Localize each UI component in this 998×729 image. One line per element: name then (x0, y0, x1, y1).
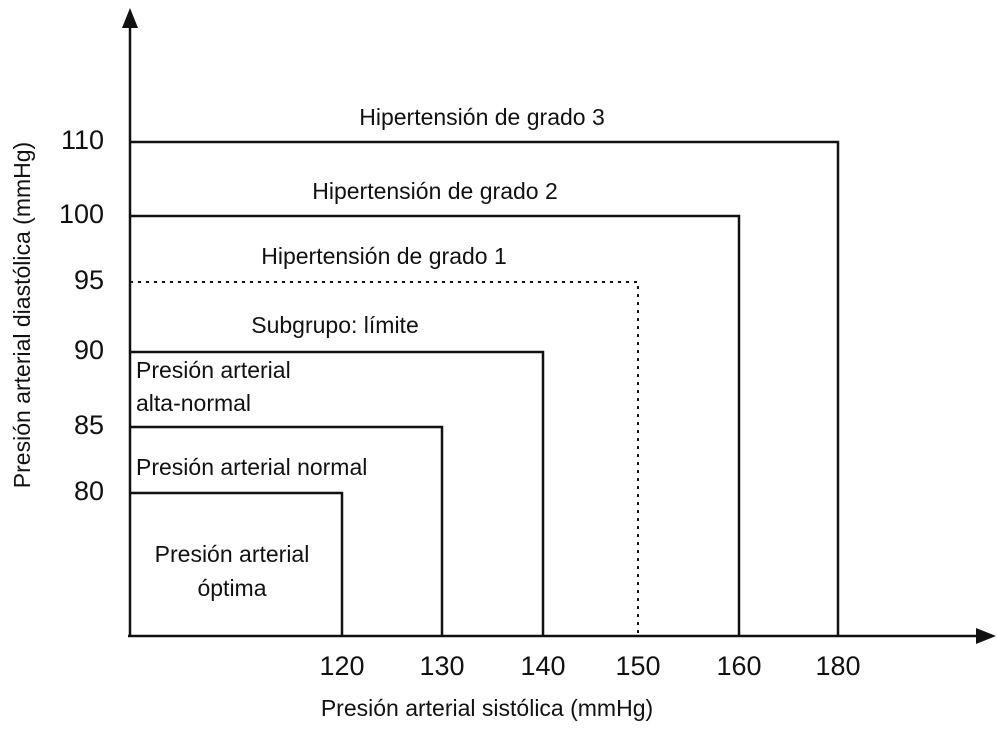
y-tick-label: 85 (74, 410, 104, 440)
x-tick-label: 160 (716, 651, 761, 681)
region-label: alta-normal (136, 390, 251, 416)
x-axis-arrow (976, 628, 996, 644)
x-tick-label: 130 (419, 651, 464, 681)
x-tick-label: 150 (615, 651, 660, 681)
x-tick-label: 140 (520, 651, 565, 681)
region-label: Presión arterial normal (136, 454, 367, 480)
region-label: Hipertensión de grado 1 (261, 243, 507, 269)
region-border (130, 214, 741, 636)
region-border-dashed (130, 281, 639, 636)
region-label: Hipertensión de grado 3 (359, 104, 605, 130)
y-tick-label: 90 (74, 335, 104, 365)
region-label: Presión arterial (136, 357, 291, 383)
y-tick-label: 80 (74, 476, 104, 506)
y-axis-arrow (122, 8, 138, 28)
region-border (130, 425, 444, 636)
y-axis-title: Presión arterial diastólica (mmHg) (9, 142, 35, 488)
region-border (130, 350, 545, 636)
region-border (130, 140, 840, 636)
region-label: Subgrupo: límite (251, 312, 418, 338)
region-label: óptima (197, 575, 266, 601)
x-tick-label: 180 (815, 651, 860, 681)
region-label: Hipertensión de grado 2 (312, 178, 558, 204)
y-tick-label: 110 (61, 125, 104, 155)
x-axis-title: Presión arterial sistólica (mmHg) (321, 695, 653, 721)
region-label: Presión arterial (155, 541, 310, 567)
y-tick-label: 95 (74, 265, 104, 295)
y-tick-label: 100 (59, 199, 104, 229)
x-tick-label: 120 (319, 651, 364, 681)
region-border (130, 491, 344, 636)
